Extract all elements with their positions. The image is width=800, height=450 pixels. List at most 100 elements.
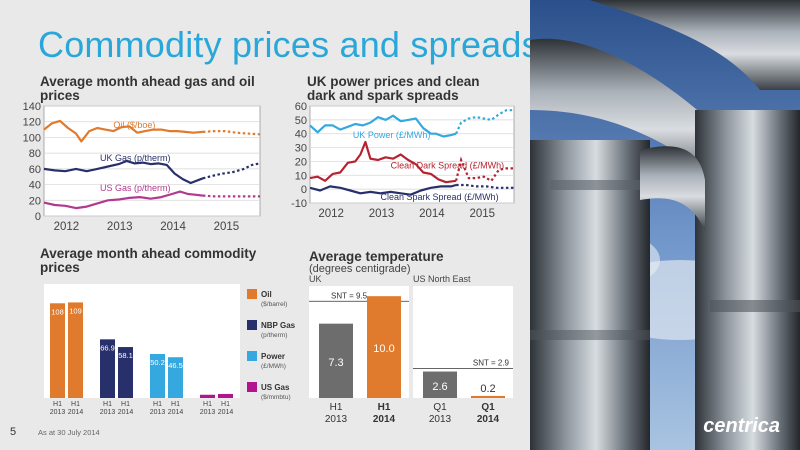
chart1-series-label: US Gas (p/therm) <box>100 183 171 193</box>
chart4-panel-label: US North East <box>413 274 471 284</box>
chart1-series-label: UK Gas (p/therm) <box>100 153 171 163</box>
chart1-ytick-label: 80 <box>29 148 41 160</box>
chart4-xtick-label: 2014 <box>373 414 396 425</box>
chart4-subtitle: (degrees centigrade) <box>309 263 411 275</box>
chart2-xtick-label: 2014 <box>419 208 445 220</box>
chart3-legend-label: NBP Gas <box>261 321 296 330</box>
page-number: 5 <box>10 426 17 438</box>
chart1-series-2-line <box>43 190 204 210</box>
chart2-xtick-label: 2013 <box>369 208 395 220</box>
chart1-series-0-forward <box>202 130 261 136</box>
chart3-xtick-label: H1 <box>171 401 180 408</box>
chart3-legend-label: US Gas <box>261 383 290 392</box>
chart4-bar <box>319 323 353 398</box>
chart4-bar-label: 10.0 <box>373 343 394 355</box>
chart1-ytick-label: 140 <box>23 101 41 113</box>
footnote: As at 30 July 2014 <box>38 428 100 437</box>
chart2-ytick-label: 30 <box>295 143 307 155</box>
chart3-xtick-label: 2014 <box>168 409 184 416</box>
chart3-xtick-label: 2013 <box>50 409 66 416</box>
chart3-xtick-label: H1 <box>153 401 162 408</box>
chart1-ytick-label: 60 <box>29 164 41 176</box>
chart3-legend-unit: ($/barrel) <box>261 301 287 308</box>
chart2-ytick-label: 0 <box>301 184 307 196</box>
chart4-snt-label: SNT = 9.5 <box>331 291 368 300</box>
chart4-xtick-label: 2013 <box>429 414 452 425</box>
chart3-xtick-label: 2014 <box>68 409 84 416</box>
chart3-legend-unit: ($/mmbtu) <box>261 394 291 401</box>
chart1-xtick-label: 2015 <box>214 221 240 233</box>
chart2-series-label: UK Power (£/MWh) <box>353 130 431 140</box>
chart1-title: Average month ahead gas and oil prices <box>40 74 255 103</box>
chart4-bar <box>367 296 401 398</box>
chart3-xtick-label: 2014 <box>218 409 234 416</box>
chart3-bar <box>200 394 215 398</box>
chart1-xtick-label: 2013 <box>107 221 133 233</box>
chart2-ytick-label: 50 <box>295 115 307 127</box>
chart2-series-label: Clean Dark Spread (£/MWh) <box>391 160 505 170</box>
chart3-bar-label: 4.6 <box>220 398 230 407</box>
chart1-series-2-forward <box>202 194 260 198</box>
chart2-ytick-label: 40 <box>295 129 307 141</box>
chart4-xtick-label: 2013 <box>325 414 348 425</box>
chart3-bar <box>68 302 83 398</box>
chart2-series-label: Clean Spark Spread (£/MWh) <box>381 192 499 202</box>
chart3-legend-label: Power <box>261 352 285 361</box>
industrial-pipes-photo: centrica <box>530 0 800 450</box>
chart3-xtick-label: H1 <box>221 401 230 408</box>
chart1-series-label: Oil ($/boe) <box>113 120 155 130</box>
chart3-legend-unit: (p/therm) <box>261 332 287 339</box>
chart3-bar-label: 66.9 <box>100 343 115 352</box>
chart2-xtick-label: 2015 <box>469 208 495 220</box>
chart4-bar <box>423 371 457 398</box>
chart3-xtick-label: 2013 <box>150 409 166 416</box>
chart2-series-0-forward <box>455 109 514 135</box>
chart4-xtick-label: Q1 <box>433 402 447 413</box>
chart1-ytick-label: 20 <box>29 195 41 207</box>
chart3-bar-label: 50.2 <box>150 358 165 367</box>
centrica-logo: centrica <box>703 415 780 437</box>
chart2-plot-area <box>309 105 515 204</box>
chart2-ytick-label: 60 <box>295 101 307 113</box>
chart4-bar <box>471 395 505 398</box>
chart3-xtick-label: H1 <box>53 401 62 408</box>
chart4-xtick-label: Q1 <box>481 402 495 413</box>
chart2-series-0-line <box>309 114 457 138</box>
chart3-xtick-label: H1 <box>103 401 112 408</box>
chart1-xtick-label: 2012 <box>54 221 80 233</box>
chart3-bar <box>218 393 233 398</box>
chart3-bar <box>168 357 183 398</box>
chart3-xtick-label: 2014 <box>118 409 134 416</box>
chart2-series-1-line <box>309 140 457 184</box>
chart3-legend-swatch <box>247 289 257 299</box>
chart3-bar-label: 58.1 <box>118 351 133 360</box>
chart3-legend-swatch <box>247 382 257 392</box>
chart4-xtick-label: H1 <box>378 402 391 413</box>
chart1-ytick-label: 120 <box>23 117 41 129</box>
chart1-ytick-label: 40 <box>29 180 41 192</box>
chart3-legend-unit: (£/MWh) <box>261 363 286 370</box>
chart4-bar-label: 0.2 <box>480 383 495 395</box>
gas-oil-chart: 0 20 40 60 80 100 120 140 2012 2013 2014 2015 Oil ($… <box>23 101 261 233</box>
chart3-xtick-label: H1 <box>71 401 80 408</box>
chart3-legend-label: Oil <box>261 290 272 299</box>
chart3-bar <box>100 339 115 398</box>
chart3-title: Average month ahead commodity prices <box>40 246 257 275</box>
chart3-bar-label: 3.7 <box>202 399 212 408</box>
chart4-xtick-label: H1 <box>330 402 343 413</box>
chart1-series-1-line <box>43 159 204 185</box>
chart2-xtick-label: 2012 <box>318 208 344 220</box>
chart2-series-1-forward <box>455 156 514 183</box>
chart3-bar <box>50 303 65 398</box>
slide-title: Commodity prices and spreads <box>38 24 540 65</box>
chart1-ytick-label: 0 <box>35 211 41 223</box>
chart4-title: Average temperature <box>309 249 444 264</box>
chart2-ytick-label: 20 <box>295 156 307 168</box>
chart1-series-0-line <box>43 119 203 143</box>
chart3-bar <box>118 347 133 398</box>
chart4-panel-label: UK <box>309 274 322 284</box>
chart3-xtick-label: H1 <box>121 401 130 408</box>
